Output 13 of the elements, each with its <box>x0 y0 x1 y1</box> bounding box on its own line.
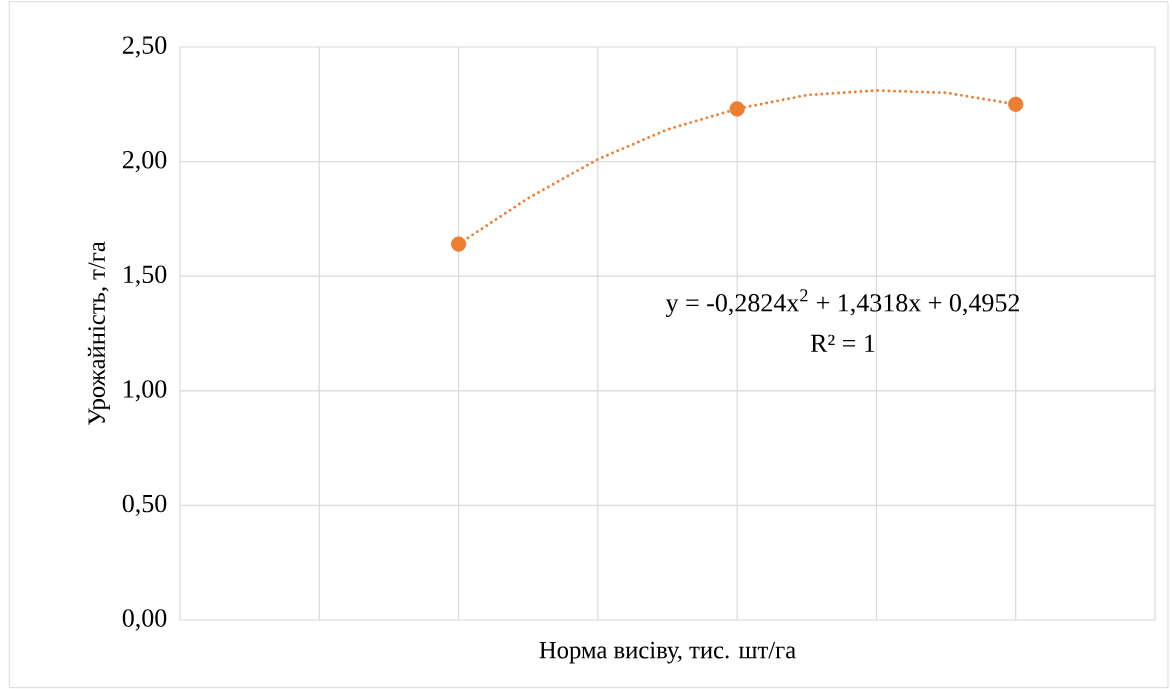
point <box>729 101 745 117</box>
point <box>1008 96 1024 112</box>
y-tick-label: 2,00 <box>122 150 167 173</box>
annotation: R² = 1 <box>810 334 875 352</box>
y-axis-title: Урожайність, т/га <box>87 241 110 426</box>
y-tick-label: 0,50 <box>122 494 167 517</box>
point <box>450 236 467 252</box>
x-axis-title: Норма висіву, тис. шт/га <box>539 641 796 664</box>
y-tick-label: 1,00 <box>124 380 167 402</box>
annotation: y = -0,2824x$^{2}$ + 1,4318x + 0,4952 <box>665 289 1019 317</box>
y-tick-label: 1,50 <box>124 265 167 287</box>
y-tick-label: 2,50 <box>122 36 167 58</box>
y-tick-label: 0,00 <box>122 609 167 631</box>
